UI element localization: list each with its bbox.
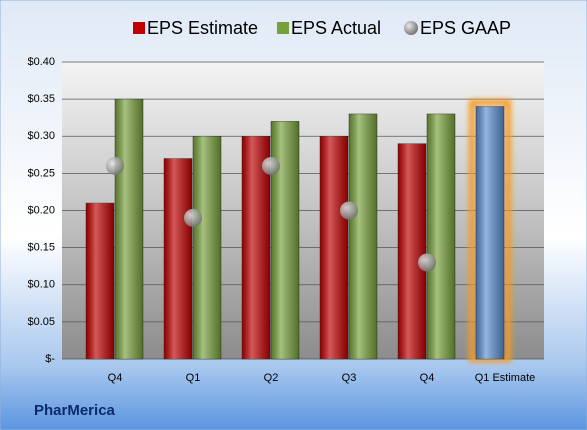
y-tick-label: $0.20 (27, 204, 55, 216)
y-tick-label: $0.25 (27, 167, 55, 179)
gaap-point (340, 201, 358, 220)
legend-marker (133, 22, 145, 34)
x-tick-label: Q2 (264, 372, 279, 384)
gaap-point (106, 156, 124, 175)
gaap-point (262, 156, 280, 175)
y-tick-label: $0.15 (27, 242, 55, 254)
y-tick-label: $0.40 (27, 56, 55, 68)
y-tick-label: $0.05 (27, 316, 55, 328)
legend-label: EPS Actual (291, 18, 381, 38)
bar-shine (427, 113, 455, 359)
gaap-point (184, 208, 202, 227)
legend-marker (277, 22, 289, 34)
bar-shine (193, 136, 221, 359)
y-tick-label: $0.35 (27, 93, 55, 105)
bar-shine (115, 99, 143, 359)
legend-label: EPS GAAP (420, 18, 511, 38)
x-tick-label: Q1 (186, 372, 201, 384)
legend-marker (404, 21, 418, 35)
bar-shine (271, 121, 299, 360)
gaap-point (418, 253, 436, 272)
y-tick-label: $0.30 (27, 130, 55, 142)
bar-shine (320, 136, 348, 359)
legend-label: EPS Estimate (147, 18, 258, 38)
footer-label: PharMerica (34, 402, 116, 419)
bar-shine (476, 106, 504, 359)
x-tick-label: Q4 (108, 372, 123, 384)
x-tick-label: Q4 (420, 372, 435, 384)
x-tick-label: Q3 (342, 372, 357, 384)
bar-shine (398, 143, 426, 359)
bar-shine (164, 158, 192, 359)
y-tick-label: $0.10 (27, 279, 55, 291)
x-tick-label: Q1 Estimate (475, 372, 536, 384)
bar-shine (349, 113, 377, 359)
bar-shine (242, 136, 270, 359)
bar-shine (86, 203, 114, 359)
y-tick-label: $- (45, 353, 55, 365)
